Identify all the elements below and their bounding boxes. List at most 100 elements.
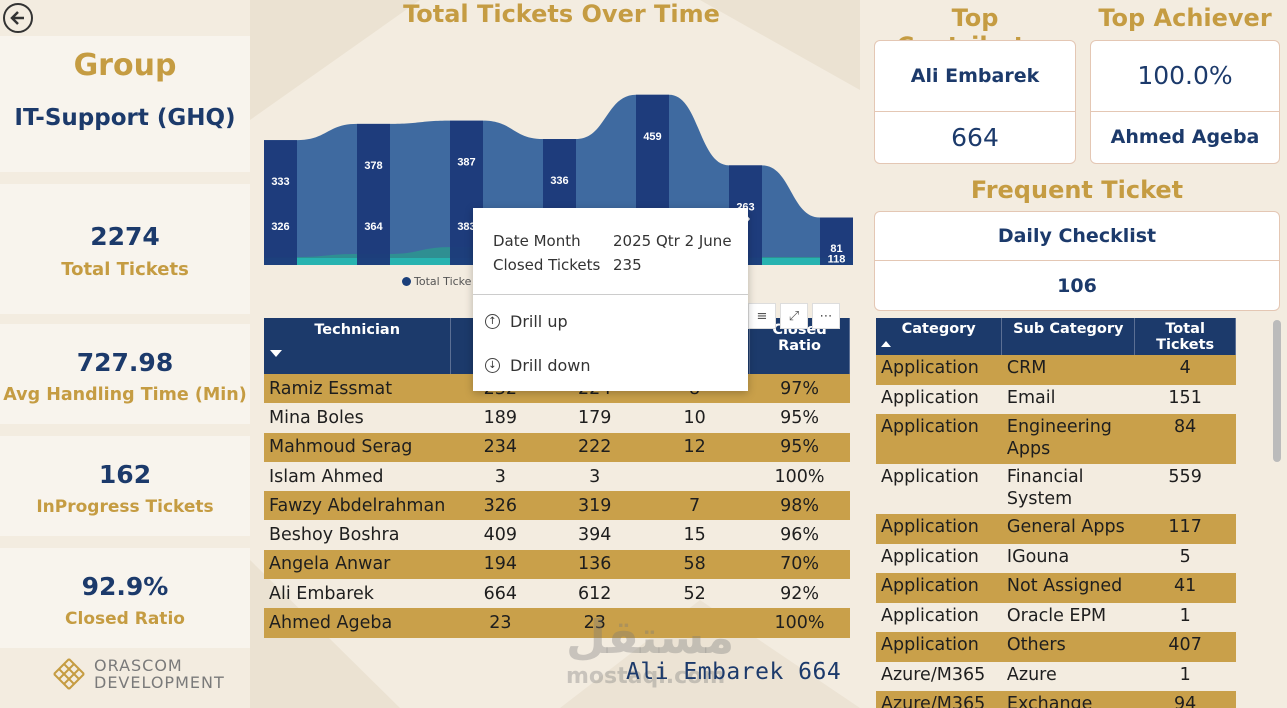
- table-cell: 15: [683, 525, 706, 546]
- table-row[interactable]: Ahmed Ageba 23 23 100%: [264, 608, 850, 638]
- subcategory-cell: Oracle EPM: [1006, 605, 1107, 626]
- table-row[interactable]: Application Not Assigned 41: [876, 573, 1236, 603]
- col-subcategory[interactable]: Sub Category: [1001, 318, 1136, 355]
- table-row[interactable]: Ali Embarek 664 612 52 92%: [264, 579, 850, 608]
- arrow-down-circle-icon: ↓: [485, 357, 500, 373]
- orascom-logo-icon: [53, 658, 85, 690]
- total-cell: 94: [1134, 691, 1236, 708]
- sort-caret-icon: [270, 350, 282, 357]
- category-cell: Application: [881, 546, 979, 567]
- company-logo: ORASCOM DEVELOPMENT: [52, 657, 225, 691]
- subcategory-cell: Others: [1001, 632, 1135, 662]
- more-options-button[interactable]: ⋯: [812, 303, 840, 329]
- table-row[interactable]: Application Engineering Apps 84: [876, 414, 1236, 464]
- arrow-left-icon: [10, 11, 24, 25]
- category-cell: Application: [881, 467, 979, 487]
- table-row[interactable]: Angela Anwar 194 136 58 70%: [264, 549, 850, 580]
- table-cell: [639, 608, 750, 638]
- avg-handling-label: Avg Handling Time (Min): [3, 385, 247, 405]
- table-row[interactable]: Application Oracle EPM 1: [876, 603, 1236, 633]
- total-cell: 1: [1179, 664, 1191, 685]
- top-achiever-title: Top Achiever: [1098, 4, 1272, 32]
- table-row[interactable]: Azure/M365 Exchange 94: [876, 691, 1236, 708]
- tooltip-value-closed: 235: [613, 256, 642, 274]
- table-cell: 409: [483, 525, 518, 546]
- chart-tooltip: Date Month 2025 Qtr 2 June Closed Ticket…: [473, 208, 748, 391]
- closed-ratio-value: 92.9%: [81, 572, 169, 601]
- drill-up-item[interactable]: ↑ Drill up: [473, 299, 748, 343]
- table-row[interactable]: Application Email 151: [876, 385, 1236, 415]
- technician-name-cell: Ahmed Ageba: [264, 608, 451, 638]
- watermark-url: mostaql.com: [566, 664, 726, 689]
- table-row[interactable]: Application Others 407: [876, 632, 1236, 662]
- data-label: 326: [271, 221, 289, 233]
- col-total-tickets-label: Total Tickets: [1156, 321, 1215, 353]
- table-row[interactable]: Azure/M365 Azure 1: [876, 662, 1236, 692]
- subcategory-cell: Exchange: [1001, 691, 1135, 708]
- table-row[interactable]: Islam Ahmed 3 3 100%: [264, 462, 850, 491]
- table-row[interactable]: Application General Apps 117: [876, 514, 1236, 544]
- col-technician[interactable]: Technician: [264, 318, 452, 374]
- table-row[interactable]: Mahmoud Serag 234 222 12 95%: [264, 432, 850, 462]
- chart-bar[interactable]: [357, 123, 390, 265]
- total-cell: 117: [1134, 514, 1236, 544]
- watermark: مستقل: [566, 610, 735, 664]
- category-table-scrollbar[interactable]: [1273, 320, 1281, 462]
- subcategory-cell: Azure: [1006, 664, 1057, 685]
- total-cell: 1: [1179, 605, 1191, 626]
- table-cell: 100%: [774, 466, 825, 487]
- technician-name-cell: Mina Boles: [269, 407, 364, 428]
- group-card: Group IT-Support (GHQ): [0, 36, 250, 172]
- total-cell: 407: [1134, 632, 1236, 662]
- inprogress-card: 162 InProgress Tickets: [0, 436, 250, 536]
- avg-handling-card: 727.98 Avg Handling Time (Min): [0, 324, 250, 424]
- tooltip-row-date: Date Month 2025 Qtr 2 June: [473, 232, 748, 250]
- avg-handling-value: 727.98: [76, 348, 174, 377]
- table-cell: 194: [450, 549, 550, 580]
- filter-button[interactable]: ≡: [748, 303, 776, 329]
- top-contributor-card: Ali Embarek 664: [874, 40, 1076, 164]
- data-label: 336: [550, 175, 568, 187]
- data-label: 383: [457, 221, 475, 233]
- table-cell: 96%: [780, 525, 819, 546]
- data-label: 459: [643, 131, 661, 143]
- technician-name-cell: Ali Embarek: [269, 583, 374, 604]
- visual-toolbar: ≡ ⤢ ⋯: [748, 303, 840, 329]
- arrow-up-circle-icon: ↑: [485, 313, 500, 329]
- total-cell: 4: [1134, 355, 1236, 385]
- total-tickets-card: 2274 Total Tickets: [0, 184, 250, 314]
- frequent-ticket-value: 106: [1057, 274, 1097, 297]
- subcategory-cell: Email: [1006, 387, 1056, 408]
- group-value: IT-Support (GHQ): [14, 105, 236, 131]
- table-row[interactable]: Application Financial System 559: [876, 464, 1236, 514]
- col-category[interactable]: Category: [876, 318, 1003, 355]
- table-cell: 97%: [749, 374, 850, 404]
- table-row[interactable]: Fawzy Abdelrahman 326 319 7 98%: [264, 491, 850, 521]
- table-cell: 612: [578, 583, 612, 604]
- table-row[interactable]: Mina Boles 189 179 10 95%: [264, 403, 850, 432]
- chart-bar[interactable]: [820, 217, 853, 265]
- total-tickets-value: 2274: [90, 222, 160, 251]
- table-cell: 234: [450, 432, 550, 462]
- chart-bar[interactable]: [264, 140, 297, 265]
- table-row[interactable]: Application CRM 4: [876, 355, 1236, 385]
- drill-down-item[interactable]: ↓ Drill down: [473, 343, 748, 387]
- col-total-tickets[interactable]: Total Tickets: [1134, 318, 1236, 355]
- technician-table[interactable]: Technician To Closed Ratio Ramiz Essmat2…: [264, 318, 850, 638]
- subcategory-cell: Not Assigned: [1001, 573, 1135, 603]
- focus-mode-button[interactable]: ⤢: [780, 303, 808, 329]
- table-cell: 98%: [749, 491, 850, 521]
- table-cell: 12: [639, 432, 750, 462]
- category-table[interactable]: Category Sub Category Total Tickets Appl…: [876, 318, 1236, 708]
- table-cell: 664: [483, 583, 518, 604]
- table-row[interactable]: Beshoy Boshra 409 394 15 96%: [264, 520, 850, 549]
- table-cell: 92%: [780, 583, 819, 604]
- subcategory-cell: General Apps: [1001, 514, 1135, 544]
- category-cell: Application: [876, 355, 1002, 385]
- table-cell: 95%: [780, 407, 819, 428]
- table-cell: 319: [549, 491, 640, 521]
- inprogress-label: InProgress Tickets: [36, 497, 214, 517]
- top-contributor-name: Ali Embarek: [875, 41, 1075, 112]
- back-button[interactable]: [3, 3, 33, 33]
- table-row[interactable]: Application IGouna 5: [876, 544, 1236, 574]
